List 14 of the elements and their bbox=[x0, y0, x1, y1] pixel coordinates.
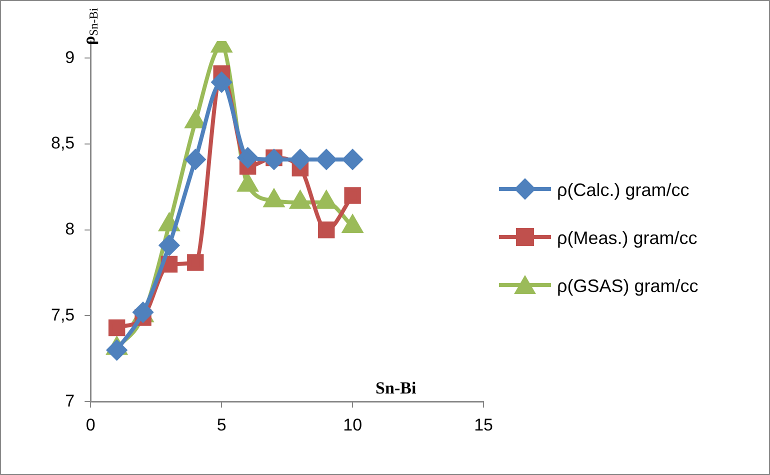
x-tick-label: 15 bbox=[474, 415, 494, 434]
legend-label: ρ(Calc.) gram/cc bbox=[557, 178, 690, 202]
y-tick-label: 7 bbox=[65, 391, 75, 410]
legend-label: ρ(Meas.) gram/cc bbox=[557, 226, 698, 250]
x-tick-label: 0 bbox=[86, 415, 96, 434]
legend-label: ρ(GSAS) gram/cc bbox=[557, 274, 698, 298]
y-tick-label: 8,5 bbox=[50, 134, 75, 153]
y-tick-label: 7,5 bbox=[50, 305, 75, 324]
y-axis-title: ρSn-Bi bbox=[80, 7, 101, 45]
x-tick-label: 10 bbox=[343, 415, 362, 434]
x-axis-title: Sn-Bi bbox=[376, 378, 416, 398]
y-tick-label: 9 bbox=[65, 48, 75, 67]
y-tick-label: 8 bbox=[65, 220, 75, 239]
x-tick-label: 5 bbox=[216, 415, 226, 434]
